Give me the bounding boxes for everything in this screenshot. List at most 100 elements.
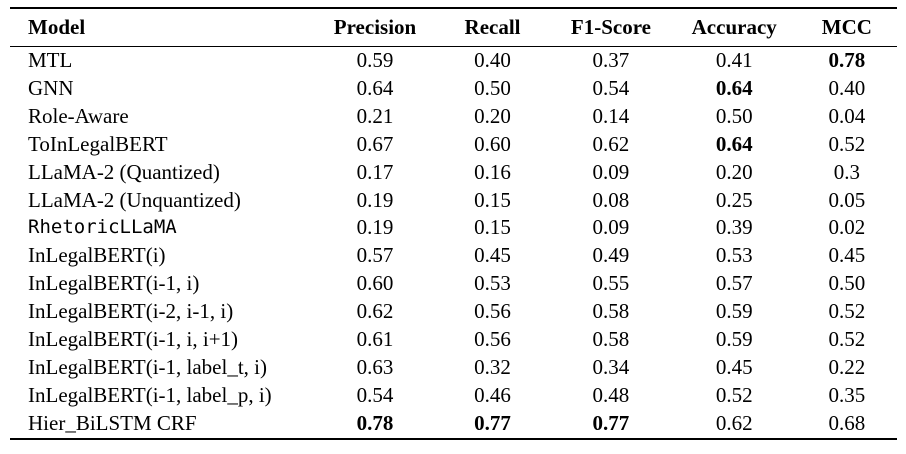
metric-cell: 0.14	[592, 103, 630, 128]
table-row: LLaMA-2 (Quantized) 0.17 0.16 0.09 0.20 0.3	[10, 159, 897, 187]
table-row: GNN 0.64 0.50 0.54 0.64 0.40	[10, 75, 897, 103]
metric-cell: 0.40	[474, 48, 511, 72]
model-name-cell: InLegalBERT(i)	[28, 243, 166, 268]
metric-cell: 0.78	[828, 48, 866, 72]
metric-cell: 0.59	[715, 299, 753, 324]
metric-cell: 0.53	[715, 243, 753, 268]
metric-cell: 0.46	[474, 382, 511, 407]
paper-table-page: Model Precision Recall F1-Score Accuracy…	[0, 7, 906, 454]
model-name-cell: GNN	[28, 75, 74, 100]
header-row: Model Precision Recall F1-Score Accuracy…	[10, 8, 897, 47]
results-table: Model Precision Recall F1-Score Accuracy…	[10, 7, 897, 440]
table-body: MTL 0.59 0.40 0.37 0.41 0.78 GNN 0.64 0.50 0.54 0.…	[10, 47, 897, 439]
metric-cell: 0.20	[715, 159, 753, 184]
model-name-cell: InLegalBERT(i-1, label_p, i)	[28, 382, 272, 407]
metric-cell: 0.64	[356, 75, 394, 100]
metric-cell: 0.39	[715, 215, 753, 240]
table-row: InLegalBERT(i) 0.57 0.45 0.49 0.53 0.45	[10, 242, 897, 270]
table-row: MTL 0.59 0.40 0.37 0.41 0.78	[10, 47, 897, 75]
metric-cell: 0.48	[592, 382, 630, 407]
metric-cell: 0.52	[828, 299, 866, 324]
metric-cell: 0.56	[474, 299, 511, 324]
model-name-cell: RhetoricLLaMA	[28, 216, 177, 239]
metric-cell: 0.62	[715, 410, 753, 435]
metric-cell: 0.52	[828, 327, 866, 352]
table-header: Model Precision Recall F1-Score Accuracy…	[10, 8, 897, 47]
metric-cell: 0.78	[356, 410, 394, 435]
metric-cell: 0.45	[474, 243, 511, 268]
metric-cell: 0.09	[592, 215, 630, 240]
table-row: InLegalBERT(i-1, label_t, i) 0.63 0.32 0.34…	[10, 354, 897, 382]
metric-cell: 0.52	[715, 382, 753, 407]
metric-cell: 0.16	[474, 159, 511, 184]
column-header-f1-score: F1-Score	[570, 15, 651, 39]
metric-cell: 0.04	[828, 103, 866, 128]
model-name-cell: Hier_BiLSTM CRF	[28, 410, 197, 435]
metric-cell: 0.34	[592, 354, 630, 379]
metric-cell: 0.41	[715, 48, 753, 72]
metric-cell: 0.67	[356, 131, 394, 156]
metric-cell: 0.62	[592, 131, 630, 156]
model-name-cell: LLaMA-2 (Quantized)	[28, 159, 220, 184]
metric-cell: 0.22	[828, 354, 866, 379]
metric-cell: 0.57	[356, 243, 394, 268]
metric-cell: 0.21	[356, 103, 394, 128]
model-name-cell: InLegalBERT(i-1, i, i+1)	[28, 327, 239, 352]
metric-cell: 0.60	[474, 131, 511, 156]
table-row: InLegalBERT(i-1, i, i+1) 0.61 0.56 0.58 0.59…	[10, 326, 897, 354]
table-row: InLegalBERT(i-1, i) 0.60 0.53 0.55 0.57 0.50	[10, 270, 897, 298]
metric-cell: 0.15	[474, 215, 511, 240]
metric-cell: 0.08	[592, 187, 630, 212]
column-header-model: Model	[28, 15, 86, 39]
metric-cell: 0.58	[592, 327, 630, 352]
model-name-cell: LLaMA-2 (Unquantized)	[28, 187, 241, 212]
metric-cell: 0.56	[474, 327, 511, 352]
metric-cell: 0.37	[592, 48, 630, 72]
metric-cell: 0.49	[592, 243, 630, 268]
metric-cell: 0.40	[828, 75, 866, 100]
model-name-cell: InLegalBERT(i-1, i)	[28, 271, 200, 296]
metric-cell: 0.20	[474, 103, 511, 128]
table-row: Role-Aware 0.21 0.20 0.14 0.50 0.04	[10, 103, 897, 131]
metric-cell: 0.50	[474, 75, 511, 100]
metric-cell: 0.02	[828, 215, 866, 240]
column-header-accuracy: Accuracy	[691, 15, 777, 39]
metric-cell: 0.68	[828, 410, 866, 435]
column-header-mcc: MCC	[821, 15, 872, 39]
metric-cell: 0.57	[715, 271, 753, 296]
metric-cell: 0.59	[715, 327, 753, 352]
metric-cell: 0.3	[833, 159, 860, 184]
metric-cell: 0.05	[828, 187, 866, 212]
table-row: Hier_BiLSTM CRF 0.78 0.77 0.77 0.62 0.68	[10, 410, 897, 439]
metric-cell: 0.35	[828, 382, 866, 407]
metric-cell: 0.25	[715, 187, 753, 212]
model-name-cell: Role-Aware	[28, 103, 129, 128]
metric-cell: 0.17	[356, 159, 394, 184]
metric-cell: 0.54	[356, 382, 394, 407]
column-header-precision: Precision	[333, 15, 417, 39]
metric-cell: 0.64	[715, 75, 753, 100]
model-name-cell: InLegalBERT(i-1, label_t, i)	[28, 354, 267, 379]
metric-cell: 0.62	[356, 299, 394, 324]
metric-cell: 0.64	[715, 131, 753, 156]
metric-cell: 0.15	[474, 187, 511, 212]
metric-cell: 0.77	[592, 410, 630, 435]
model-name-cell: InLegalBERT(i-2, i-1, i)	[28, 299, 234, 324]
metric-cell: 0.19	[356, 187, 394, 212]
metric-cell: 0.53	[474, 271, 511, 296]
column-header-recall: Recall	[464, 15, 521, 39]
metric-cell: 0.50	[715, 103, 753, 128]
metric-cell: 0.32	[474, 354, 511, 379]
metric-cell: 0.55	[592, 271, 630, 296]
metric-cell: 0.60	[356, 271, 394, 296]
table-row: ToInLegalBERT 0.67 0.60 0.62 0.64 0.52	[10, 131, 897, 159]
metric-cell: 0.45	[715, 354, 753, 379]
metric-cell: 0.19	[356, 215, 394, 240]
model-name-cell: MTL	[28, 48, 73, 72]
table-row: LLaMA-2 (Unquantized) 0.19 0.15 0.08 0.25 0.0…	[10, 187, 897, 215]
metric-cell: 0.63	[356, 354, 394, 379]
metric-cell: 0.59	[356, 48, 394, 72]
table-row: InLegalBERT(i-1, label_p, i) 0.54 0.46 0.48…	[10, 382, 897, 410]
metric-cell: 0.58	[592, 299, 630, 324]
metric-cell: 0.09	[592, 159, 630, 184]
